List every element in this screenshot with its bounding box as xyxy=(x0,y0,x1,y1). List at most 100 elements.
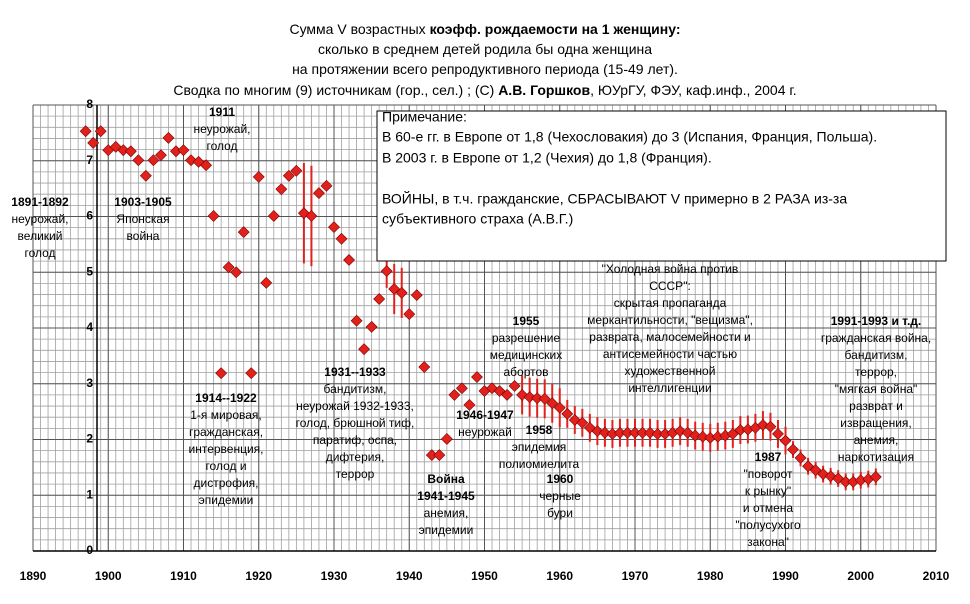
data-point xyxy=(418,361,431,373)
data-point xyxy=(674,425,687,438)
y-tick-label: 0 xyxy=(86,543,93,557)
data-point xyxy=(162,131,175,144)
annotation-text: художественной xyxy=(625,364,716,378)
data-point xyxy=(124,145,137,158)
annotation-title: 1911 xyxy=(209,105,235,119)
y-tick-label: 2 xyxy=(86,432,93,446)
data-point xyxy=(869,470,882,483)
y-tick-label: 1 xyxy=(86,487,93,501)
annotation-text: война xyxy=(127,229,160,243)
data-point xyxy=(207,210,220,222)
data-point xyxy=(260,276,273,289)
title-part: сколько в среднем детей родила бы одна ж… xyxy=(318,41,652,57)
annotation-text: неурожай, xyxy=(194,122,251,136)
y-tick-label: 6 xyxy=(86,209,93,223)
data-point xyxy=(365,320,378,333)
x-tick-label: 1950 xyxy=(471,569,498,583)
annotation-title: 1941-1945 xyxy=(417,489,475,503)
data-point xyxy=(395,286,408,299)
annotation-text: голод xyxy=(24,246,55,260)
annotation-text: меркантильности, "вещизма", xyxy=(587,313,753,327)
annotation-title: 1987 xyxy=(755,450,782,464)
data-point xyxy=(305,210,318,222)
annotation-text: дифтерия, xyxy=(326,450,385,464)
data-point xyxy=(215,367,228,380)
data-point xyxy=(538,392,551,405)
annotation-text: неурожай, xyxy=(12,212,69,226)
data-point xyxy=(350,314,363,327)
x-tick-label: 1990 xyxy=(772,569,799,583)
annotation-text: разрешение xyxy=(492,331,561,345)
data-point xyxy=(591,425,604,438)
annotation-text: бури xyxy=(547,506,573,520)
data-point xyxy=(410,289,423,302)
note-line: В 2003 г. в Европе от 1,2 (Чехия) до 1,8… xyxy=(382,150,712,166)
x-tick-label: 1940 xyxy=(396,569,423,583)
data-point xyxy=(531,392,544,405)
title-part: А.В. Горшков xyxy=(498,82,590,98)
annotation-text: закона" xyxy=(747,535,789,549)
data-point xyxy=(380,265,393,278)
annotation-text: неурожай 1932-1933, xyxy=(296,399,414,413)
data-point xyxy=(335,232,348,245)
data-point xyxy=(245,367,258,380)
x-tick-label: 1930 xyxy=(321,569,348,583)
data-point xyxy=(644,426,656,439)
data-point xyxy=(546,397,559,410)
y-tick-label: 3 xyxy=(86,376,93,390)
data-point xyxy=(794,451,807,464)
annotation-text: голод xyxy=(206,139,237,153)
annotation-text: голод, брюшной тиф, xyxy=(296,416,415,430)
data-point xyxy=(802,460,814,473)
data-point xyxy=(79,125,92,138)
data-point xyxy=(696,430,709,443)
data-point xyxy=(358,343,371,356)
x-tick-label: 1920 xyxy=(245,569,272,583)
data-point xyxy=(772,428,784,440)
annotation-text: анемия, xyxy=(424,506,469,520)
note-line: В 60-е гг. в Европе от 1,8 (Чехословакия… xyxy=(382,129,877,145)
y-tick-label: 8 xyxy=(86,97,93,111)
data-point xyxy=(583,421,596,434)
annotation-text: эпидемии xyxy=(199,493,254,507)
annotation-text: "полусухого xyxy=(735,518,801,532)
annotation-title: 1955 xyxy=(513,314,540,328)
annotation-text: "поворот xyxy=(744,467,793,481)
data-point xyxy=(779,434,792,447)
note-line: ВОЙНЫ, в т.ч. гражданские, СБРАСЫВАЮТ V … xyxy=(382,190,847,207)
annotation-title: 1891-1892 xyxy=(11,195,69,209)
annotation-title: 1931--1933 xyxy=(324,365,386,379)
data-point xyxy=(809,464,822,477)
annotation-title: 1991-1993 и т.д. xyxy=(831,314,922,328)
data-point xyxy=(109,140,122,153)
annotation-text: извращения, xyxy=(840,416,912,430)
data-point xyxy=(787,443,799,456)
annotation-text: анемия, xyxy=(854,433,899,447)
x-tick-label: 2010 xyxy=(923,569,950,583)
data-point xyxy=(373,293,386,305)
annotation-text: антисемейности частью xyxy=(603,347,737,361)
x-tick-label: 2000 xyxy=(847,569,874,583)
data-point xyxy=(230,266,243,279)
y-tick-label: 5 xyxy=(86,264,93,278)
data-point xyxy=(448,388,461,401)
data-point xyxy=(328,221,340,234)
x-tick-label: 1960 xyxy=(546,569,573,583)
data-point xyxy=(433,449,446,462)
title-part: , ЮУрГУ, ФЭУ, каф.инф., 2004 г. xyxy=(590,82,797,98)
annotation-text: интервенция, xyxy=(189,442,264,456)
annotation-text: разврат и xyxy=(849,399,903,413)
title-part: коэфф. рождаемости на 1 женщину: xyxy=(430,21,681,37)
data-point xyxy=(132,154,145,167)
data-point xyxy=(185,154,197,167)
annotation-text: черные xyxy=(539,489,581,503)
annotation-text: и отмена xyxy=(743,501,793,515)
labels: 1890 1900 1910 1920 1930 1940 1950 1960 1970 1980… xyxy=(11,21,949,583)
data-point xyxy=(267,210,280,222)
annotation-text: к рынку" xyxy=(745,484,791,498)
data-point xyxy=(290,164,303,177)
data-point xyxy=(456,382,468,395)
title-part: на протяжении всего репродуктивного пери… xyxy=(292,61,678,77)
data-point xyxy=(598,426,611,439)
annotation-text: СССР": xyxy=(649,279,691,293)
